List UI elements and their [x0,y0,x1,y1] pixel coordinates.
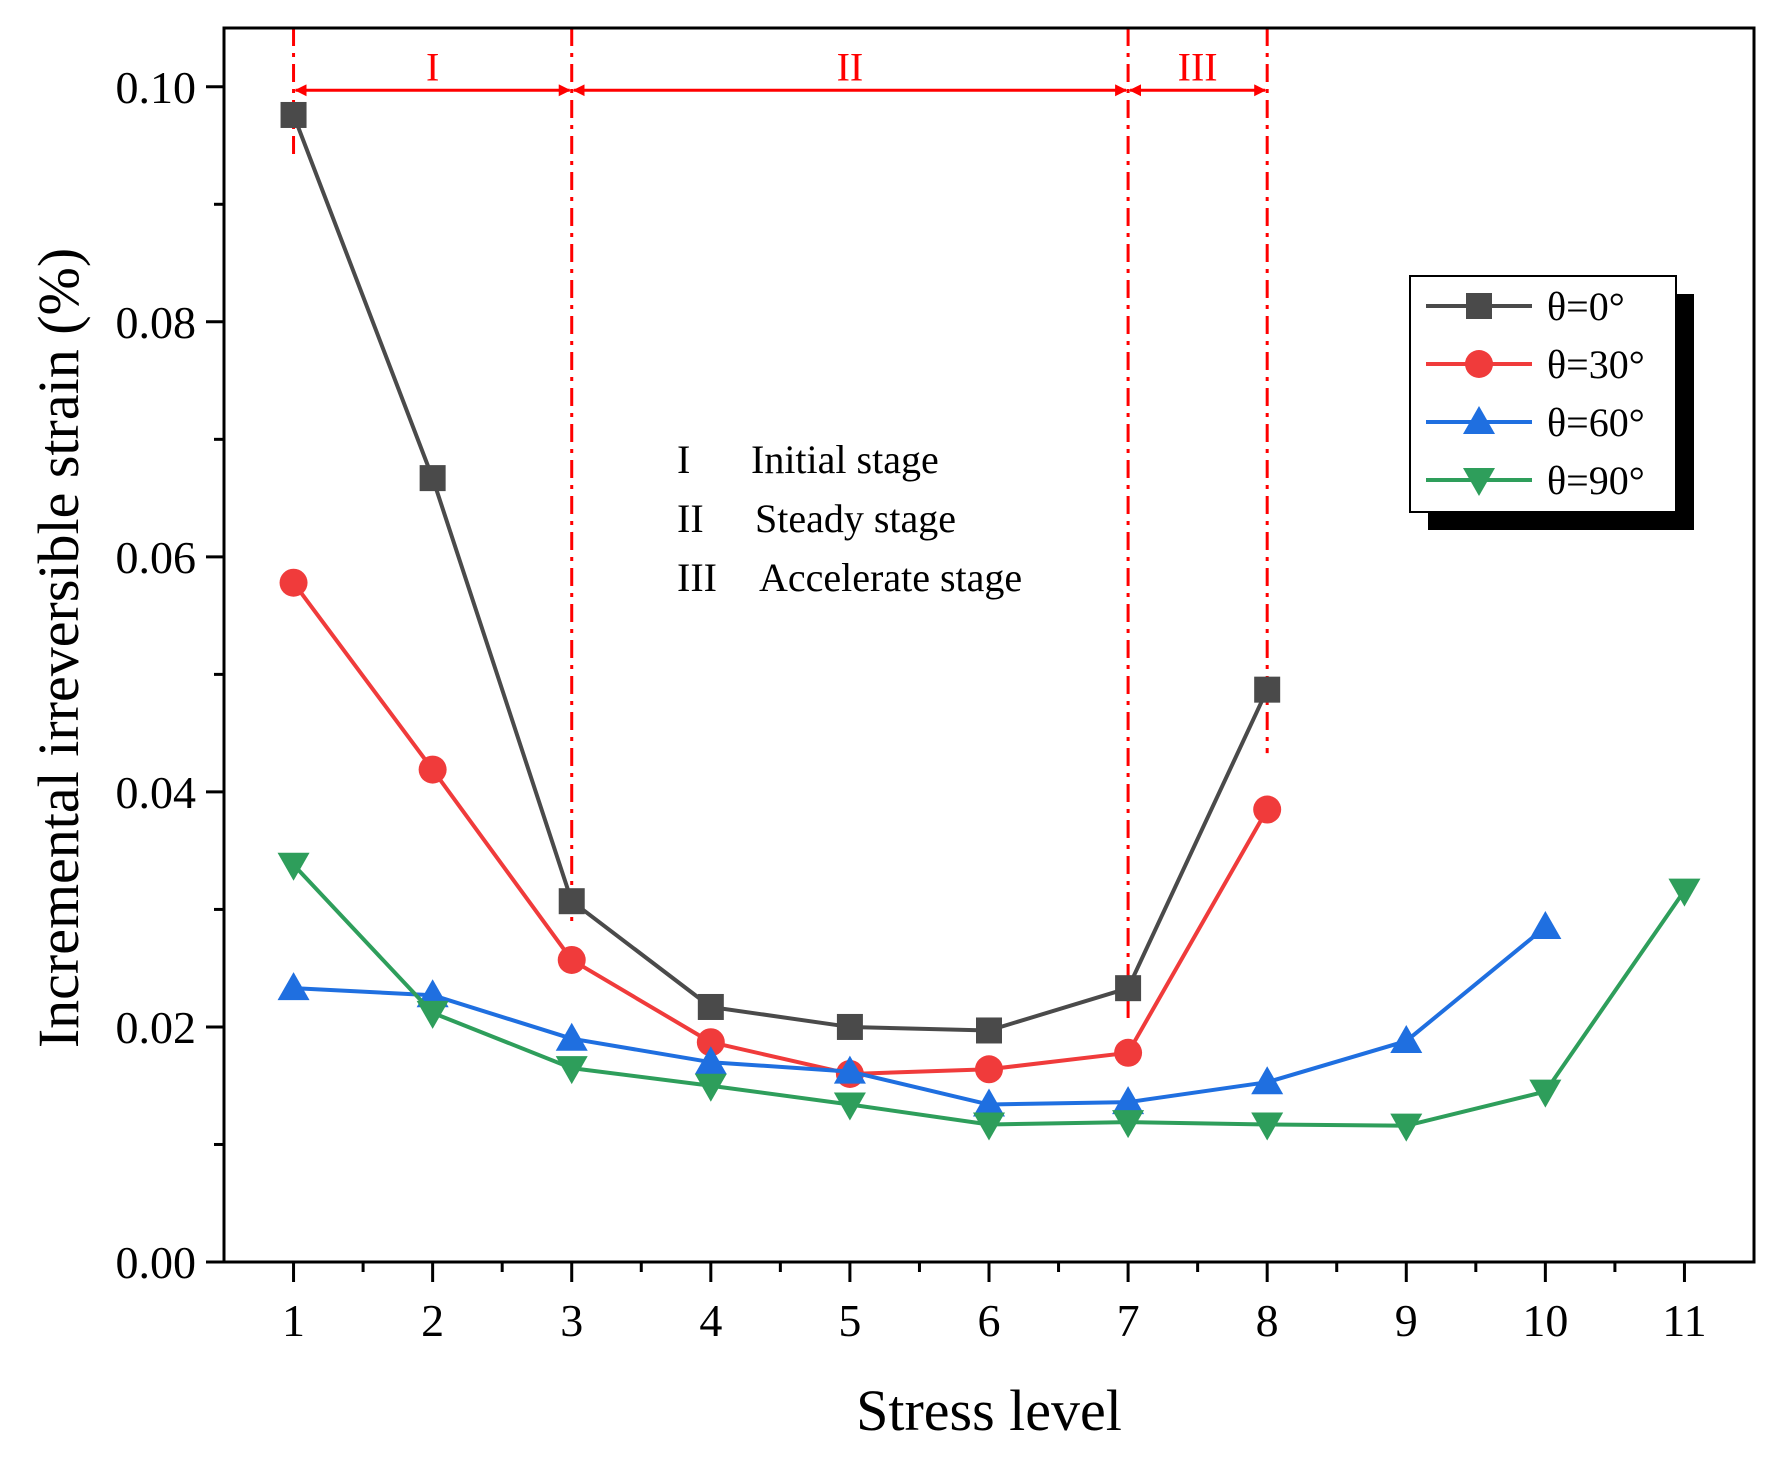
legend-label: θ=60° [1547,400,1645,445]
data-point [1529,1079,1562,1108]
x-tick-label: 6 [978,1295,1001,1346]
data-point [419,465,446,492]
x-tick-label: 7 [1117,1295,1140,1346]
x-tick-label: 2 [421,1295,444,1346]
data-point [836,1013,863,1040]
data-point [976,1017,1002,1044]
data-point [1390,1025,1423,1054]
annotation-text-2: Steady stage [755,496,956,541]
x-tick-label: 9 [1395,1295,1418,1346]
data-point [1251,1066,1284,1095]
legend: θ=0° θ=30° θ=60° θ=90° [1409,275,1694,530]
x-tick-label: 11 [1662,1295,1706,1346]
legend-label: θ=0° [1547,284,1625,329]
annotation-text-1: Initial stage [751,437,939,482]
data-point [973,1112,1005,1141]
legend-box [1409,275,1677,513]
data-point [697,993,724,1020]
data-point [1668,878,1701,907]
legend-label: θ=90° [1547,458,1645,503]
series-0 [280,101,1281,1044]
data-point [833,1055,866,1084]
data-point [416,979,449,1008]
data-point [280,101,307,128]
y-tick-label: 0.06 [116,532,197,583]
legend-label: θ=30° [1547,342,1645,387]
y-axis-title: Incremental irreversible strain (%) [26,248,91,1048]
data-point [277,972,310,1001]
data-point [1251,1112,1284,1141]
data-point [1114,1038,1143,1067]
x-axis-title: Stress level [856,1378,1122,1443]
stage-label: II [837,44,864,89]
data-point [1112,1086,1145,1115]
data-point [1529,911,1562,940]
stage-label: III [1178,44,1218,89]
legend-marker [1463,468,1495,496]
x-tick-label: 8 [1256,1295,1279,1346]
data-point [277,852,310,881]
data-point [555,1056,588,1085]
data-point [1254,676,1281,703]
y-tick-label: 0.08 [116,297,197,348]
series-2 [277,911,1562,1117]
data-point [1115,975,1142,1002]
legend-marker [1466,293,1492,319]
data-point [694,1046,727,1075]
series-1 [279,568,1282,1088]
y-tick-label: 0.00 [116,1237,197,1288]
data-point [558,888,585,915]
data-point [975,1055,1003,1084]
stage-label: I [426,44,439,89]
data-point [833,1092,866,1121]
y-tick-label: 0.10 [116,62,197,113]
data-point [416,1000,449,1029]
data-point [696,1028,725,1057]
legend-marker [1463,406,1495,434]
data-point [1112,1110,1145,1139]
data-point [973,1088,1005,1117]
data-point [555,1022,588,1051]
data-point [557,945,586,974]
data-point [418,755,447,784]
annotation-roman-1: I [677,437,690,482]
series-line [291,114,1269,1033]
data-point [694,1073,727,1102]
legend-marker [1465,350,1493,378]
y-tick-label: 0.04 [116,767,197,818]
series-line [293,925,1547,1107]
series-line [291,581,1269,1076]
x-tick-label: 1 [282,1295,305,1346]
x-tick-label: 5 [838,1295,861,1346]
annotation-roman-3: III [677,555,717,600]
annotation-roman-2: II [677,496,704,541]
data-point [1390,1113,1423,1142]
x-tick-label: 3 [560,1295,583,1346]
data-point [1253,795,1282,824]
annotation-text-3: Accelerate stage [759,555,1022,600]
x-tick-label: 4 [699,1295,722,1346]
series-line [292,863,1687,1128]
y-tick-label: 0.02 [116,1002,197,1053]
data-point [279,568,308,597]
series-3 [277,852,1701,1142]
x-tick-label: 10 [1522,1295,1568,1346]
